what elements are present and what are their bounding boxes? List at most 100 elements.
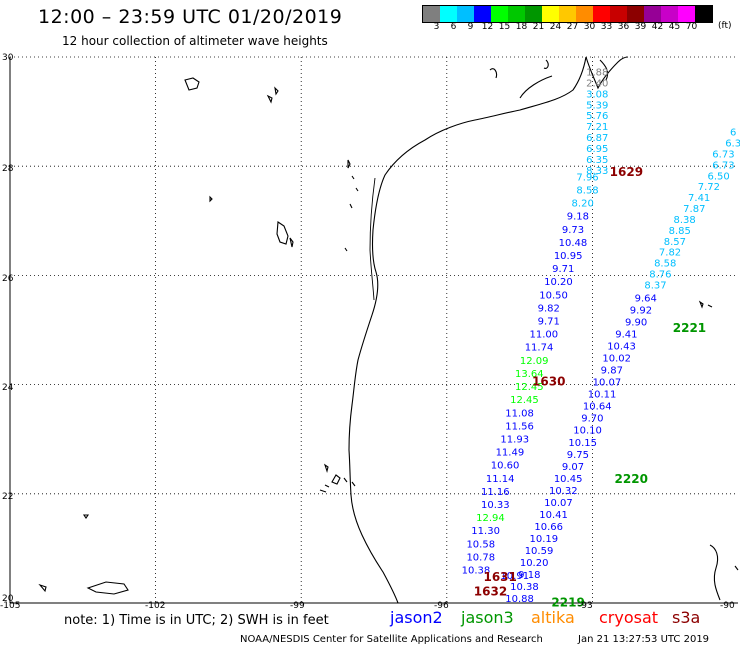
color-scale-label: 39	[634, 22, 647, 32]
wave-height-value: 11.56	[505, 421, 534, 432]
wave-height-value: 1.88	[586, 68, 608, 79]
wave-height-value: 7.72	[698, 182, 720, 193]
legend-jason3: jason3	[461, 608, 514, 627]
lat-label: 20	[2, 594, 14, 604]
wave-height-value: 10.38	[462, 566, 491, 577]
wave-height-value: 9.64	[635, 294, 657, 305]
lon-label: -93	[578, 601, 593, 611]
wave-height-value: 10.32	[549, 486, 578, 497]
color-scale-swatch	[457, 6, 474, 22]
chart-subtitle: 12 hour collection of altimeter wave hei…	[62, 34, 328, 48]
wave-height-value: 10.15	[568, 438, 597, 449]
coastline	[38, 56, 739, 604]
color-scale-swatch	[559, 6, 576, 22]
color-scale-swatch	[576, 6, 593, 22]
pass-time-label: 2220	[615, 472, 648, 486]
pass-time-label: 1632	[474, 584, 507, 598]
lon-label: -99	[290, 601, 305, 611]
color-scale-label: 24	[549, 22, 562, 32]
color-scale-swatch	[508, 6, 525, 22]
wave-height-value: 9.90	[625, 318, 647, 329]
wave-height-value: 10.33	[481, 500, 510, 511]
pass-time-label: 2221	[673, 321, 706, 335]
wave-height-value: 9.82	[538, 303, 560, 314]
color-scale-swatch	[423, 6, 440, 22]
chart-title: 12:00 – 23:59 UTC 01/20/2019	[38, 6, 343, 28]
wave-height-value: 10.66	[534, 522, 563, 533]
wave-height-value: 10.19	[530, 534, 559, 545]
legend-s3a: s3a	[672, 608, 701, 627]
wave-height-value: 13.64	[515, 369, 544, 380]
wave-height-value: 3.08	[586, 89, 608, 100]
wave-height-value: 10.58	[466, 539, 495, 550]
wave-height-value: 6.3	[725, 139, 740, 150]
wave-height-color-scale	[422, 5, 713, 23]
wave-height-value: 8.37	[644, 281, 666, 292]
wave-height-value: 10.07	[593, 378, 622, 389]
wave-height-value: 2.40	[586, 78, 608, 89]
wave-height-value: 10.48	[559, 238, 588, 249]
wave-height-value: 6.87	[586, 133, 608, 144]
color-scale-label: 12	[481, 22, 494, 32]
wave-height-value: 9.75	[567, 450, 589, 461]
wave-height-value: 9.71	[552, 264, 574, 275]
lon-label: -102	[145, 601, 166, 611]
wave-height-value: 6.35	[586, 155, 608, 166]
color-scale-label: 70	[685, 22, 698, 32]
wave-height-value: 10.11	[588, 390, 617, 401]
color-scale-swatch	[525, 6, 542, 22]
wave-height-value: 10.20	[520, 558, 549, 569]
wave-height-value: 10.78	[466, 552, 495, 563]
wave-height-value: 7.41	[688, 193, 710, 204]
lon-label: -105	[0, 601, 21, 611]
color-scale-label: 45	[668, 22, 681, 32]
wave-height-value: 10.20	[544, 277, 573, 288]
wave-height-value: 10.50	[539, 290, 568, 301]
wave-height-track-values: 1.882.403.085.395.767.216.876.956.358.33…	[462, 68, 740, 605]
wave-height-value: 7.21	[586, 122, 608, 133]
color-scale-swatch	[491, 6, 508, 22]
wave-height-value: 10.41	[539, 510, 568, 521]
wave-height-value: 8.58	[576, 186, 598, 197]
wave-height-value: 12.45	[515, 382, 544, 393]
color-scale-unit: (ft)	[718, 21, 732, 31]
wave-height-value: 10.07	[544, 498, 573, 509]
color-scale-label: 3	[433, 22, 440, 32]
wave-height-value: 11.30	[471, 526, 500, 537]
wave-height-value: 10.59	[525, 546, 554, 557]
legend-jason2: jason2	[390, 608, 443, 627]
wave-height-value: 11.14	[486, 474, 515, 485]
color-scale-swatch	[593, 6, 610, 22]
color-scale-swatch	[661, 6, 678, 22]
wave-height-value: 8.57	[664, 237, 686, 248]
lat-label: 24	[2, 383, 14, 393]
color-scale-label: 36	[617, 22, 630, 32]
color-scale-swatch	[474, 6, 491, 22]
lat-label: 28	[2, 164, 14, 174]
color-scale-swatch	[678, 6, 695, 22]
color-scale-label: 30	[583, 22, 596, 32]
lat-lon-grid	[10, 56, 738, 603]
wave-height-value: 9.07	[562, 462, 584, 473]
wave-height-value: 10.02	[602, 354, 631, 365]
wave-height-value: 10.38	[510, 582, 539, 593]
wave-height-value: 5.76	[586, 111, 608, 122]
pass-time-label: 1629	[610, 165, 643, 179]
wave-height-value: 11.49	[496, 448, 525, 459]
color-scale-swatch	[695, 6, 712, 22]
pass-time-label: 1630	[532, 375, 565, 389]
color-scale-label: 33	[600, 22, 613, 32]
color-scale-swatch	[610, 6, 627, 22]
wave-height-value: 11.08	[505, 408, 534, 419]
lat-label: 30	[2, 53, 14, 63]
wave-height-value: 11.74	[525, 343, 554, 354]
wave-height-value: 11.00	[530, 330, 559, 341]
wave-height-value: 6.95	[586, 144, 608, 155]
wave-height-value: 9.41	[615, 330, 637, 341]
wave-height-value: 11.16	[481, 487, 510, 498]
color-scale-label: 21	[532, 22, 545, 32]
wave-height-value: 6.73	[712, 149, 734, 160]
wave-height-value: 7.82	[659, 248, 681, 259]
wave-height-value: 8.76	[649, 270, 671, 281]
wave-height-value: 5.39	[586, 100, 608, 111]
